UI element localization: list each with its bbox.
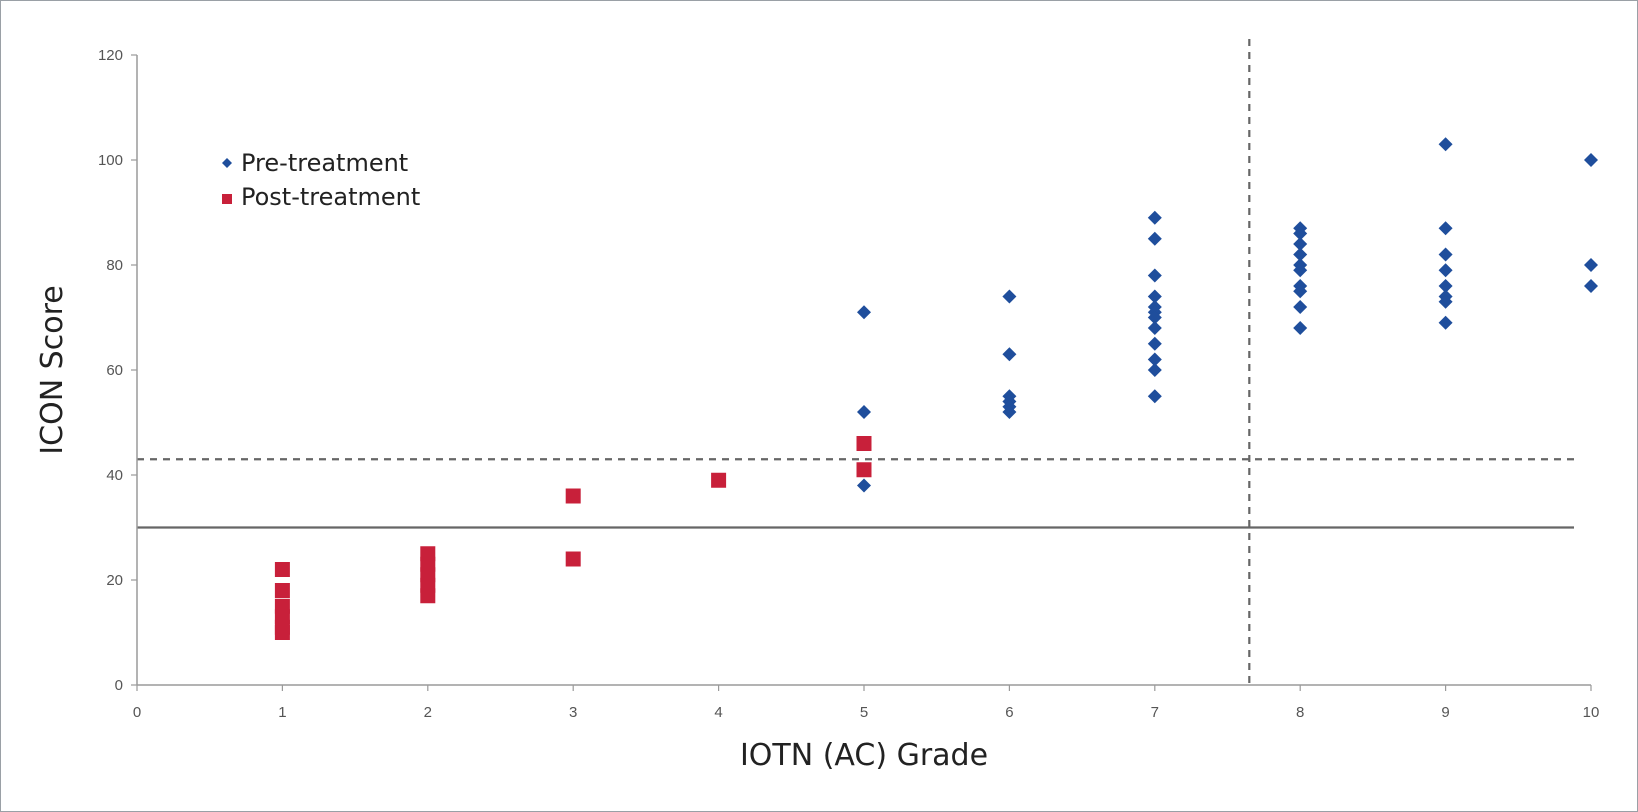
y-tick-label: 0 bbox=[115, 677, 123, 694]
pre-treatment-point bbox=[1438, 137, 1453, 152]
pre-treatment-point bbox=[1293, 247, 1308, 262]
pre-treatment-point bbox=[1584, 153, 1598, 167]
x-tick-label: 10 bbox=[1583, 704, 1600, 721]
post-treatment-point bbox=[856, 436, 872, 451]
y-axis-ticks: 0 20 40 60 80 100 120 bbox=[98, 47, 137, 694]
x-tick-label: 7 bbox=[1151, 704, 1159, 721]
pre-treatment-point bbox=[1438, 247, 1453, 262]
x-tick-label: 2 bbox=[424, 704, 432, 721]
y-tick-label: 20 bbox=[106, 572, 123, 589]
pre-treatment-point bbox=[1293, 300, 1308, 314]
pre-treatment-point bbox=[857, 405, 871, 419]
pre-treatment-point bbox=[1147, 352, 1162, 367]
pre-treatment-point bbox=[857, 478, 871, 493]
pre-treatment-point bbox=[1584, 279, 1598, 293]
legend: Pre-treatment Post-treatment bbox=[222, 149, 420, 211]
legend-marker-diamond bbox=[222, 158, 232, 168]
pre-treatment-point bbox=[1147, 268, 1162, 283]
pre-treatment-point bbox=[1584, 258, 1598, 272]
pre-treatment-point bbox=[1438, 263, 1453, 278]
legend-item-pre-treatment: Pre-treatment bbox=[222, 149, 408, 177]
post-treatment-point bbox=[274, 562, 290, 577]
legend-label-pre-treatment: Pre-treatment bbox=[241, 149, 408, 177]
pre-treatment-point bbox=[1147, 336, 1162, 351]
pre-treatment-point bbox=[1002, 289, 1017, 304]
y-tick-label: 80 bbox=[106, 257, 123, 274]
pre-treatment-point bbox=[1147, 210, 1162, 225]
pre-treatment-point bbox=[1147, 321, 1162, 335]
pre-treatment-point bbox=[1147, 231, 1162, 246]
post-treatment-point bbox=[565, 551, 581, 567]
x-axis-ticks: 0 1 2 3 4 5 6 7 8 9 10 bbox=[133, 685, 1600, 721]
x-tick-label: 5 bbox=[860, 704, 868, 721]
legend-marker-square bbox=[222, 194, 232, 204]
pre-treatment-point bbox=[1002, 405, 1017, 419]
y-tick-label: 40 bbox=[106, 467, 123, 484]
post-treatment-point bbox=[711, 472, 727, 488]
x-tick-label: 6 bbox=[1005, 704, 1013, 721]
pre-treatment-point bbox=[1293, 237, 1308, 251]
x-tick-label: 3 bbox=[569, 704, 577, 721]
x-tick-label: 0 bbox=[133, 704, 141, 721]
post-treatment-point bbox=[420, 588, 436, 604]
pre-treatment-point bbox=[1147, 389, 1162, 404]
x-tick-label: 1 bbox=[278, 704, 286, 721]
pre-treatment-point bbox=[1293, 321, 1308, 335]
post-treatment-point bbox=[565, 488, 581, 504]
data-points bbox=[274, 137, 1598, 640]
post-treatment-point bbox=[856, 462, 872, 478]
x-axis-title: IOTN (AC) Grade bbox=[740, 738, 988, 773]
y-axis-title: ICON Score bbox=[35, 285, 70, 454]
post-treatment-point bbox=[274, 583, 290, 598]
pre-treatment-point bbox=[1438, 279, 1453, 293]
x-tick-label: 9 bbox=[1441, 704, 1449, 721]
pre-treatment-point bbox=[1438, 315, 1453, 330]
x-tick-label: 8 bbox=[1296, 704, 1304, 721]
y-tick-label: 60 bbox=[106, 362, 123, 379]
pre-treatment-point bbox=[1293, 263, 1308, 278]
pre-treatment-point bbox=[1293, 226, 1308, 241]
y-tick-label: 100 bbox=[98, 152, 123, 169]
legend-label-post-treatment: Post-treatment bbox=[241, 183, 420, 211]
pre-treatment-point bbox=[1147, 310, 1162, 325]
pre-treatment-point bbox=[1002, 347, 1017, 362]
legend-item-post-treatment: Post-treatment bbox=[222, 183, 420, 211]
pre-treatment-point bbox=[1438, 221, 1453, 236]
pre-treatment-point bbox=[1147, 289, 1162, 304]
pre-treatment-point bbox=[1438, 294, 1453, 309]
x-tick-label: 4 bbox=[714, 704, 722, 721]
pre-treatment-point bbox=[1293, 284, 1308, 299]
post-treatment-point bbox=[274, 625, 290, 640]
pre-treatment-point bbox=[857, 305, 871, 320]
y-tick-label: 120 bbox=[98, 47, 123, 64]
pre-treatment-point bbox=[1147, 363, 1162, 377]
reference-lines bbox=[137, 39, 1574, 685]
